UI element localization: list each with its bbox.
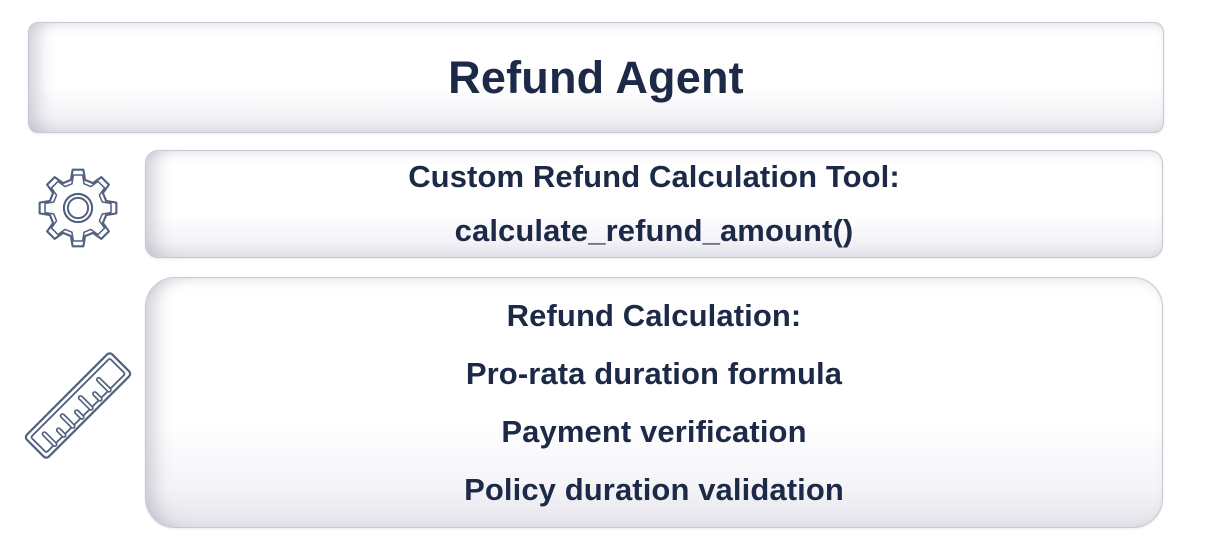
custom-tool-box: Custom Refund Calculation Tool: calculat… bbox=[145, 150, 1163, 258]
gear-icon bbox=[34, 164, 122, 252]
page-title: Refund Agent bbox=[448, 51, 744, 103]
capability-line: Policy duration validation bbox=[464, 471, 844, 507]
ruler-icon bbox=[13, 340, 144, 471]
capability-line: Refund Calculation: bbox=[506, 297, 802, 333]
tool-box-line: calculate_refund_amount() bbox=[454, 213, 854, 248]
refund-calculation-box: Refund Calculation: Pro-rata duration fo… bbox=[145, 277, 1163, 528]
tool-box-line: Custom Refund Calculation Tool: bbox=[408, 159, 900, 194]
agent-title-box: Refund Agent bbox=[28, 22, 1164, 133]
capability-line: Payment verification bbox=[501, 413, 807, 449]
capability-line: Pro-rata duration formula bbox=[465, 355, 843, 391]
